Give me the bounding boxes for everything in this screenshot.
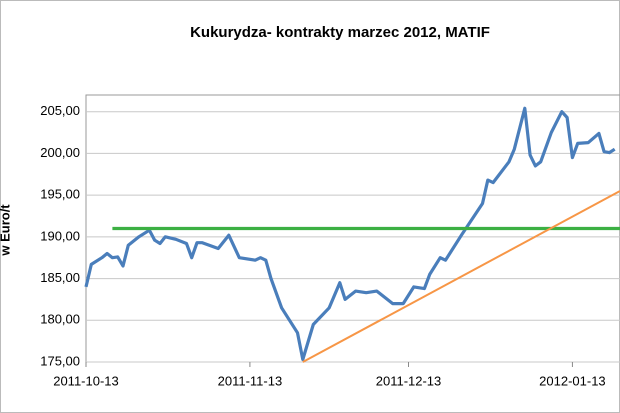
- y-tick-label: 200,00: [40, 145, 80, 160]
- y-tick-label: 195,00: [40, 187, 80, 202]
- y-tick-label: 185,00: [40, 270, 80, 285]
- x-tick-label: 2011-10-13: [53, 373, 119, 388]
- y-tick-label: 175,00: [40, 353, 80, 368]
- data-line: [302, 190, 620, 363]
- y-axis-label: w Euro/t: [0, 204, 12, 257]
- y-tick-label: 205,00: [40, 103, 80, 118]
- x-tick-label: 2012-01-13: [539, 373, 606, 388]
- chart-title: Kukurydza- kontrakty marzec 2012, MATIF: [190, 24, 490, 41]
- x-tick-label: 2011-11-13: [218, 373, 283, 388]
- x-tick-label: 2011-12-13: [376, 373, 442, 388]
- y-tick-label: 180,00: [40, 312, 80, 327]
- data-line: [84, 106, 616, 362]
- y-tick-label: 190,00: [40, 228, 80, 243]
